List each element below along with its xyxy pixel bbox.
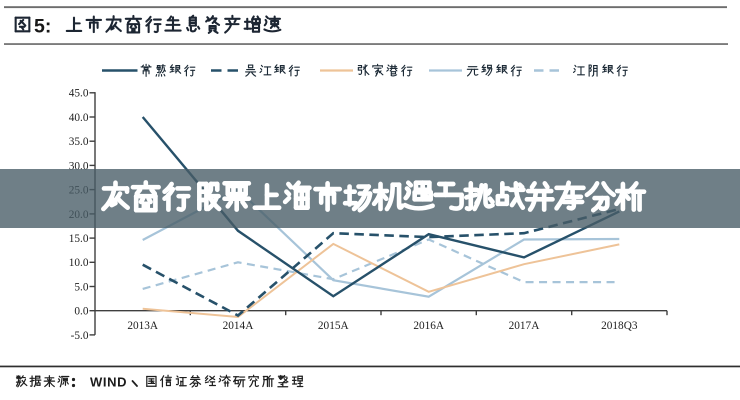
svg-text:45.0: 45.0 — [69, 88, 89, 100]
svg-text:2015A: 2015A — [318, 320, 350, 332]
svg-text:2016A: 2016A — [413, 320, 445, 332]
svg-text:0.0: 0.0 — [74, 306, 88, 318]
svg-text:40.0: 40.0 — [69, 112, 89, 124]
svg-text:5.0: 5.0 — [74, 281, 88, 293]
svg-text:WIND: WIND — [90, 375, 127, 390]
svg-text:2014A: 2014A — [223, 320, 255, 332]
svg-text:10.0: 10.0 — [69, 257, 89, 269]
svg-text:-5.0: -5.0 — [71, 330, 89, 342]
svg-text:2017A: 2017A — [509, 320, 541, 332]
svg-text:35.0: 35.0 — [69, 136, 89, 148]
svg-text:2018Q3: 2018Q3 — [601, 320, 638, 332]
svg-text:15.0: 15.0 — [69, 233, 89, 245]
svg-text:2013A: 2013A — [127, 320, 159, 332]
svg-text:5:: 5: — [34, 16, 51, 38]
